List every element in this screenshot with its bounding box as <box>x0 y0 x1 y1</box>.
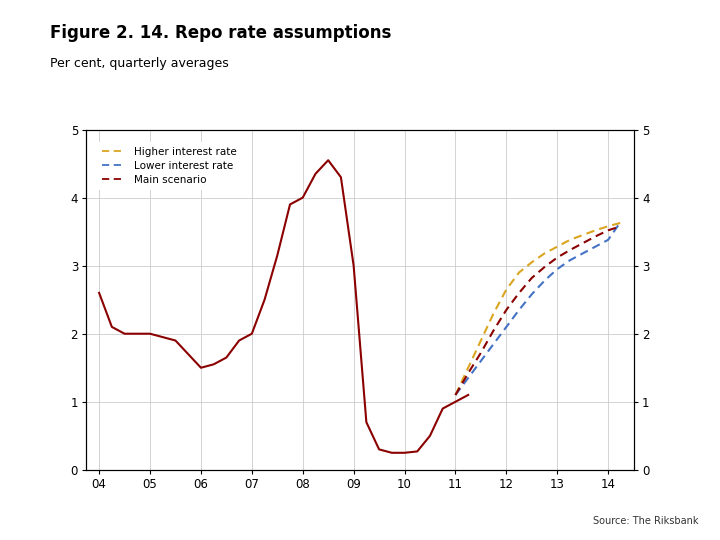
Text: Source: The Riksbank: Source: The Riksbank <box>593 516 698 526</box>
Text: Per cent, quarterly averages: Per cent, quarterly averages <box>50 57 229 70</box>
Legend: Higher interest rate, Lower interest rate, Main scenario: Higher interest rate, Lower interest rat… <box>97 141 241 191</box>
Text: Figure 2. 14. Repo rate assumptions: Figure 2. 14. Repo rate assumptions <box>50 24 392 42</box>
